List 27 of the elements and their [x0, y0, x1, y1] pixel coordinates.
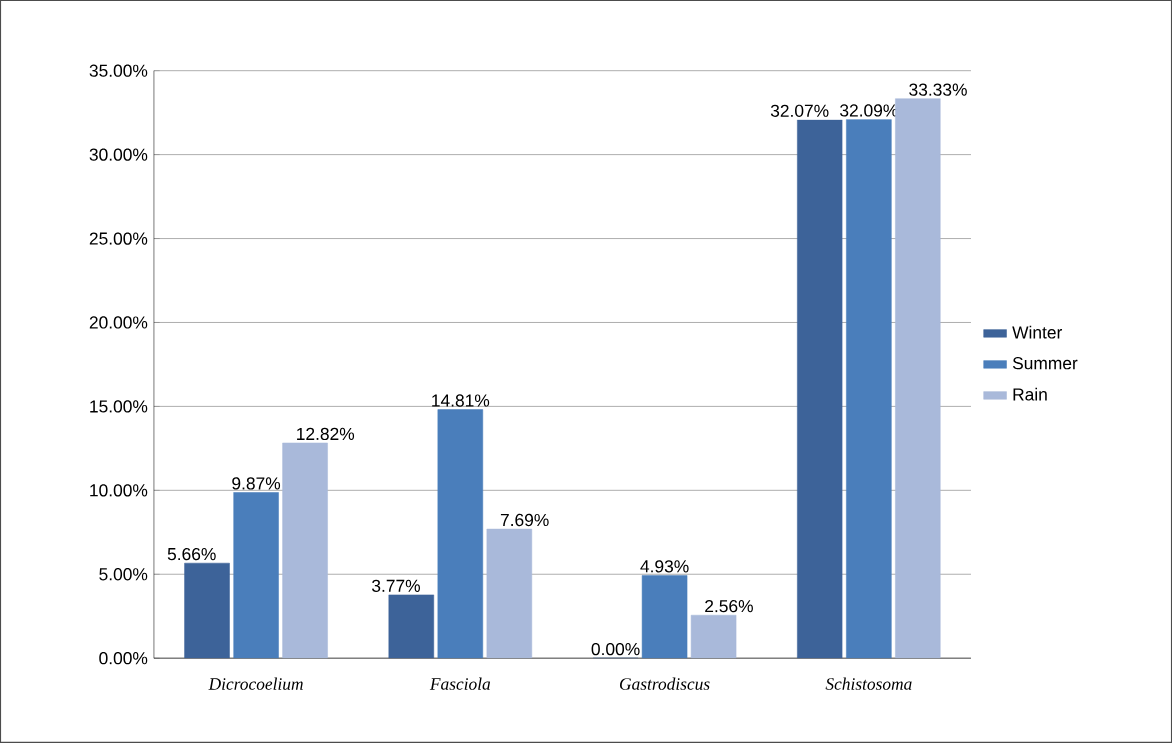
- y-tick-label: 25.00%: [89, 232, 148, 245]
- data-label: 32.09%: [840, 104, 898, 117]
- y-tick-label: 0.00%: [99, 652, 148, 665]
- data-label: 5.66%: [167, 547, 216, 561]
- y-tick-label: 5.00%: [99, 568, 148, 581]
- data-label: 2.56%: [705, 599, 753, 613]
- data-label: 32.07%: [770, 104, 829, 117]
- y-tick-label: 15.00%: [90, 400, 148, 413]
- y-tick-label: 10.00%: [90, 484, 148, 497]
- x-tick-label: Gastrodiscus: [620, 677, 710, 690]
- y-tick-label: 30.00%: [89, 148, 148, 161]
- data-label: 7.69%: [500, 513, 549, 527]
- data-label: 33.33%: [909, 83, 967, 96]
- legend-label: Winter: [1012, 325, 1063, 339]
- x-tick-label: Dicrocoelium: [208, 677, 303, 690]
- data-label: 14.81%: [432, 394, 490, 407]
- x-tick-label: Schistosoma: [825, 677, 912, 690]
- data-label: 3.77%: [372, 579, 420, 592]
- legend-label: Summer: [1012, 357, 1078, 370]
- data-label: 0.00%: [591, 642, 640, 656]
- x-tick-label: Fasciola: [429, 677, 491, 690]
- data-label: 9.87%: [232, 477, 281, 490]
- data-label: 4.93%: [640, 560, 689, 573]
- legend-label: Rain: [1013, 387, 1047, 401]
- data-label: 12.82%: [297, 427, 355, 441]
- y-tick-label: 20.00%: [89, 316, 148, 329]
- y-tick-label: 35.00%: [89, 64, 148, 77]
